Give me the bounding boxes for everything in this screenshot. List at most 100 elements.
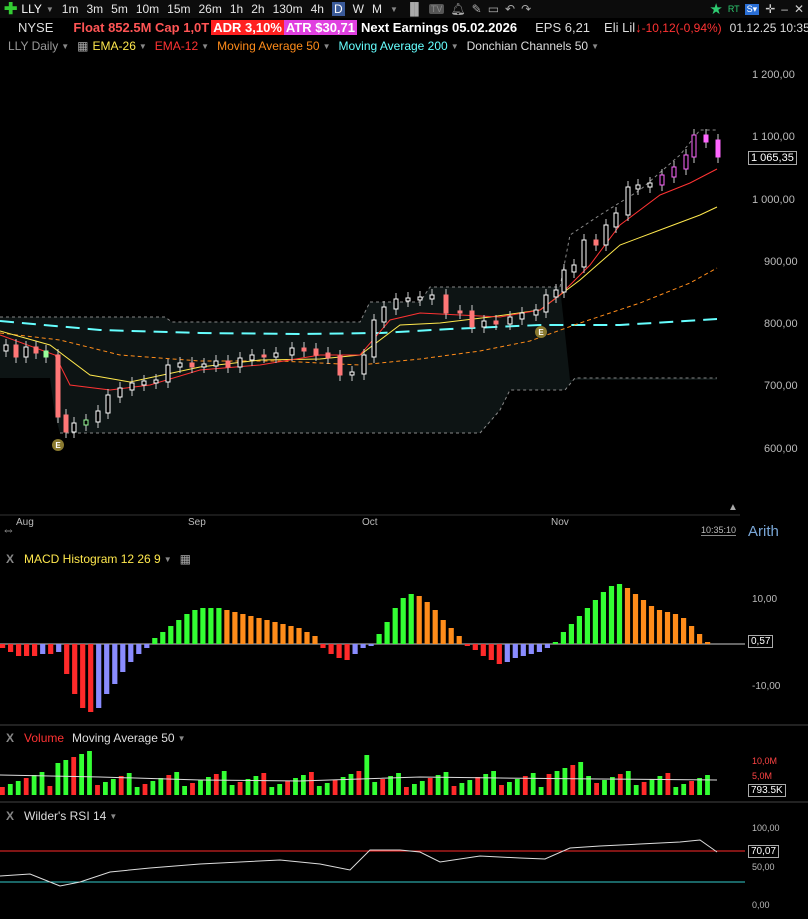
chevron-down-icon[interactable]: ▼: [591, 41, 599, 51]
volume-bar: [221, 771, 227, 795]
macd-bar: [344, 644, 350, 660]
study-ma200[interactable]: Moving Average 200: [338, 39, 448, 53]
timeframe-5m[interactable]: 5m: [111, 2, 128, 16]
chevron-down-icon[interactable]: ▼: [389, 4, 398, 14]
volume-bar: [419, 781, 425, 795]
rsi-title[interactable]: Wilder's RSI 14: [24, 809, 107, 823]
date-label: Oct: [362, 517, 378, 528]
volume-label: 5,0M: [752, 771, 773, 781]
star-icon[interactable]: ★: [709, 1, 723, 18]
chevron-down-icon[interactable]: ▼: [201, 41, 210, 51]
volume-bar: [404, 787, 409, 795]
volume-bar: [625, 771, 631, 795]
macd-bar: [432, 610, 438, 644]
macd-chart[interactable]: [0, 548, 808, 726]
candle-body: [543, 294, 549, 313]
time-label: 10:35:10: [701, 525, 737, 536]
ema26-line: [0, 206, 718, 383]
close-icon[interactable]: ✕: [793, 2, 804, 16]
timeframe-3m[interactable]: 3m: [86, 2, 104, 16]
price-chart[interactable]: EE: [0, 55, 808, 545]
bar-style-icon[interactable]: ▐▌: [405, 2, 423, 16]
macd-bar: [448, 628, 454, 644]
company-name: Eli Lil: [604, 20, 636, 35]
change-label: -10,12(-0,94%): [641, 20, 722, 35]
chevron-down-icon[interactable]: ▼: [109, 811, 118, 821]
price-label: 1 100,00: [752, 131, 795, 143]
study-ema26[interactable]: EMA-26: [92, 39, 136, 53]
tv-icon[interactable]: TV: [428, 4, 445, 14]
volume-bar: [475, 777, 481, 795]
close-icon[interactable]: X: [6, 809, 15, 823]
layout-icon[interactable]: ▭: [487, 2, 500, 16]
macd-bar: [96, 644, 102, 708]
rsi-chart[interactable]: [0, 804, 808, 919]
scroll-icon[interactable]: ⇔: [2, 522, 15, 537]
macd-title[interactable]: MACD Histogram 12 26 9: [24, 552, 161, 566]
volume-bar: [546, 774, 552, 795]
volume-bar: [689, 781, 694, 795]
volume-bar: [467, 780, 473, 795]
timeframe-10m[interactable]: 10m: [135, 2, 160, 16]
grid-icon[interactable]: ▦: [77, 39, 89, 53]
candle-body: [443, 294, 449, 314]
timeframe-2h[interactable]: 2h: [251, 2, 265, 16]
close-icon[interactable]: X: [6, 731, 15, 745]
timeframe-1h[interactable]: 1h: [229, 2, 244, 16]
grid-icon[interactable]: ▦: [179, 552, 191, 566]
chevron-down-icon[interactable]: ▼: [322, 41, 331, 51]
rt-icon[interactable]: RT: [727, 4, 740, 14]
macd-bar: [528, 644, 534, 654]
chart-label[interactable]: LLY Daily: [8, 39, 59, 53]
candle-body: [313, 348, 319, 356]
volume-bar: [586, 776, 591, 795]
volume-bar: [261, 773, 267, 795]
minimize-icon[interactable]: –: [781, 2, 788, 16]
bell-icon[interactable]: 🔔︎: [450, 2, 466, 16]
volume-ma-title[interactable]: Moving Average 50: [72, 731, 175, 745]
timeframe-130m[interactable]: 130m: [272, 2, 303, 16]
macd-bar: [408, 594, 414, 644]
chevron-down-icon[interactable]: ▼: [163, 554, 172, 564]
scale-toggle[interactable]: Arith: [748, 523, 779, 540]
crosshair-icon[interactable]: ✛: [765, 2, 776, 16]
undo-icon[interactable]: ↶: [505, 2, 516, 16]
macd-bar: [632, 594, 639, 644]
add-icon[interactable]: ✚: [4, 1, 18, 18]
timeframe-W[interactable]: W: [352, 2, 364, 16]
volume-bar: [229, 785, 235, 795]
macd-bar: [80, 644, 86, 708]
macd-bar: [552, 642, 558, 644]
candle-body: [625, 186, 631, 216]
volume-bar: [23, 778, 29, 795]
timeframe-26m[interactable]: 26m: [198, 2, 222, 16]
chevron-down-icon[interactable]: ▼: [61, 41, 70, 51]
chevron-down-icon[interactable]: ▼: [177, 733, 186, 743]
pencil-icon[interactable]: ✎: [471, 2, 482, 16]
symbol-label[interactable]: LLY: [21, 2, 42, 16]
volume-chart[interactable]: [0, 727, 808, 803]
candle-body: [201, 363, 207, 368]
study-donchian[interactable]: Donchian Channels 50: [466, 39, 589, 53]
macd-bar: [328, 644, 334, 654]
timeframe-D[interactable]: D: [331, 2, 345, 16]
macd-bar: [705, 642, 711, 644]
macd-bar: [256, 618, 262, 644]
macd-bar: [168, 626, 174, 644]
s-icon[interactable]: S▾: [744, 3, 760, 15]
timeframe-15m[interactable]: 15m: [167, 2, 191, 16]
timeframe-1m[interactable]: 1m: [61, 2, 79, 16]
volume-title[interactable]: Volume: [24, 731, 65, 745]
volume-bar: [324, 783, 330, 795]
study-ma50[interactable]: Moving Average 50: [217, 39, 320, 53]
chevron-down-icon[interactable]: ▼: [45, 4, 54, 14]
study-ema12[interactable]: EMA-12: [154, 39, 199, 53]
timeframe-4h[interactable]: 4h: [310, 2, 324, 16]
timeframe-M[interactable]: M: [371, 2, 382, 16]
volume-bar: [269, 787, 275, 795]
chevron-down-icon[interactable]: ▼: [138, 41, 147, 51]
close-icon[interactable]: X: [6, 552, 15, 566]
chevron-down-icon[interactable]: ▼: [450, 41, 459, 51]
redo-icon[interactable]: ↷: [521, 2, 532, 16]
scroll-up-icon[interactable]: ▲: [728, 502, 738, 513]
